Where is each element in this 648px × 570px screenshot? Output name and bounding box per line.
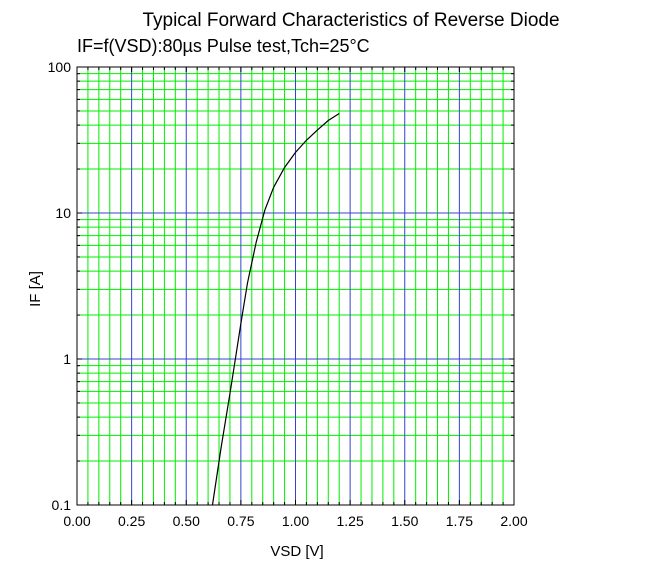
x-tick-label: 1.75 xyxy=(446,513,473,529)
y-axis-label: IF [A] xyxy=(27,271,44,307)
y-tick-label: 1 xyxy=(63,351,71,367)
y-tick-label: 100 xyxy=(48,59,72,75)
x-tick-label: 1.50 xyxy=(391,513,418,529)
chart-subtitle: IF=f(VSD):80µs Pulse test,Tch=25°C xyxy=(77,36,370,56)
series-curve xyxy=(211,113,340,506)
chart-title: Typical Forward Characteristics of Rever… xyxy=(142,10,559,31)
y-tick-label: 10 xyxy=(55,205,71,221)
x-tick-label: 0.00 xyxy=(63,513,90,529)
major-grid xyxy=(77,67,514,505)
x-tick-label: 1.25 xyxy=(337,513,364,529)
x-tick-labels: 0.00 0.25 0.50 0.75 1.00 1.25 1.50 1.75 2.00 xyxy=(63,513,527,529)
x-axis-label: VSD [V] xyxy=(270,543,323,560)
x-tick-label: 2.00 xyxy=(500,513,527,529)
minor-grid xyxy=(77,67,514,505)
axis-ticks xyxy=(76,67,515,506)
x-tick-label: 0.50 xyxy=(173,513,200,529)
y-tick-label: 0.1 xyxy=(52,497,72,513)
y-tick-labels: 0.1 1 10 100 xyxy=(48,59,72,513)
x-tick-label: 0.25 xyxy=(118,513,145,529)
x-tick-label: 1.00 xyxy=(282,513,309,529)
x-tick-label: 0.75 xyxy=(227,513,254,529)
